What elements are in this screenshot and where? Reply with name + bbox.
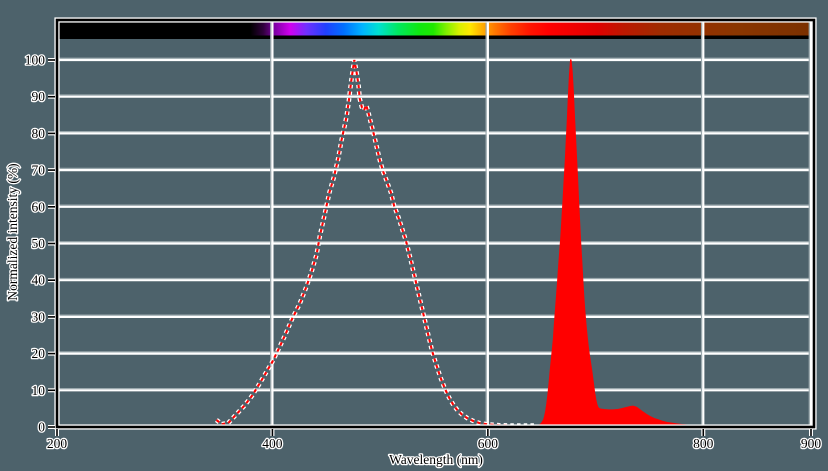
y-tick-label: 50 bbox=[32, 236, 46, 251]
y-tick-label: 0 bbox=[38, 420, 45, 435]
filled-peak bbox=[538, 59, 697, 428]
y-tick-label: 40 bbox=[32, 273, 46, 288]
plot-frame bbox=[54, 17, 817, 430]
spectrum-bar-gradient bbox=[59, 22, 812, 36]
y-tick-label: 60 bbox=[32, 199, 46, 214]
y-tick-label: 80 bbox=[32, 126, 46, 141]
dashed-curve bbox=[215, 59, 537, 428]
y-tick-label: 30 bbox=[32, 309, 46, 324]
x-tick-label: 400 bbox=[262, 436, 283, 451]
frame-border bbox=[55, 18, 816, 429]
y-tick-label: 10 bbox=[32, 383, 46, 398]
x-tick-label: 800 bbox=[693, 436, 714, 451]
y-tick-label: 20 bbox=[32, 346, 46, 361]
axis-ticks bbox=[48, 58, 813, 436]
tick-labels: 200 400 600 800 900 0 10 20 30 40 50 60 70 80 90 100 bbox=[23, 51, 822, 452]
dashed-curve-line bbox=[215, 59, 537, 427]
filled-curve bbox=[538, 59, 697, 428]
x-axis-title: Wavelength (nm) bbox=[389, 452, 483, 467]
x-tick-label: 200 bbox=[47, 436, 68, 451]
y-tick-label: 100 bbox=[25, 53, 46, 68]
x-tick-label: 600 bbox=[478, 436, 499, 451]
grid-lines bbox=[58, 21, 813, 426]
y-axis-title: Normalized intensity (%) bbox=[5, 163, 20, 300]
spectrum-bar bbox=[58, 21, 813, 39]
x-tick-label: 900 bbox=[801, 436, 822, 451]
y-tick-label: 70 bbox=[32, 163, 46, 178]
y-tick-label: 90 bbox=[32, 89, 46, 104]
